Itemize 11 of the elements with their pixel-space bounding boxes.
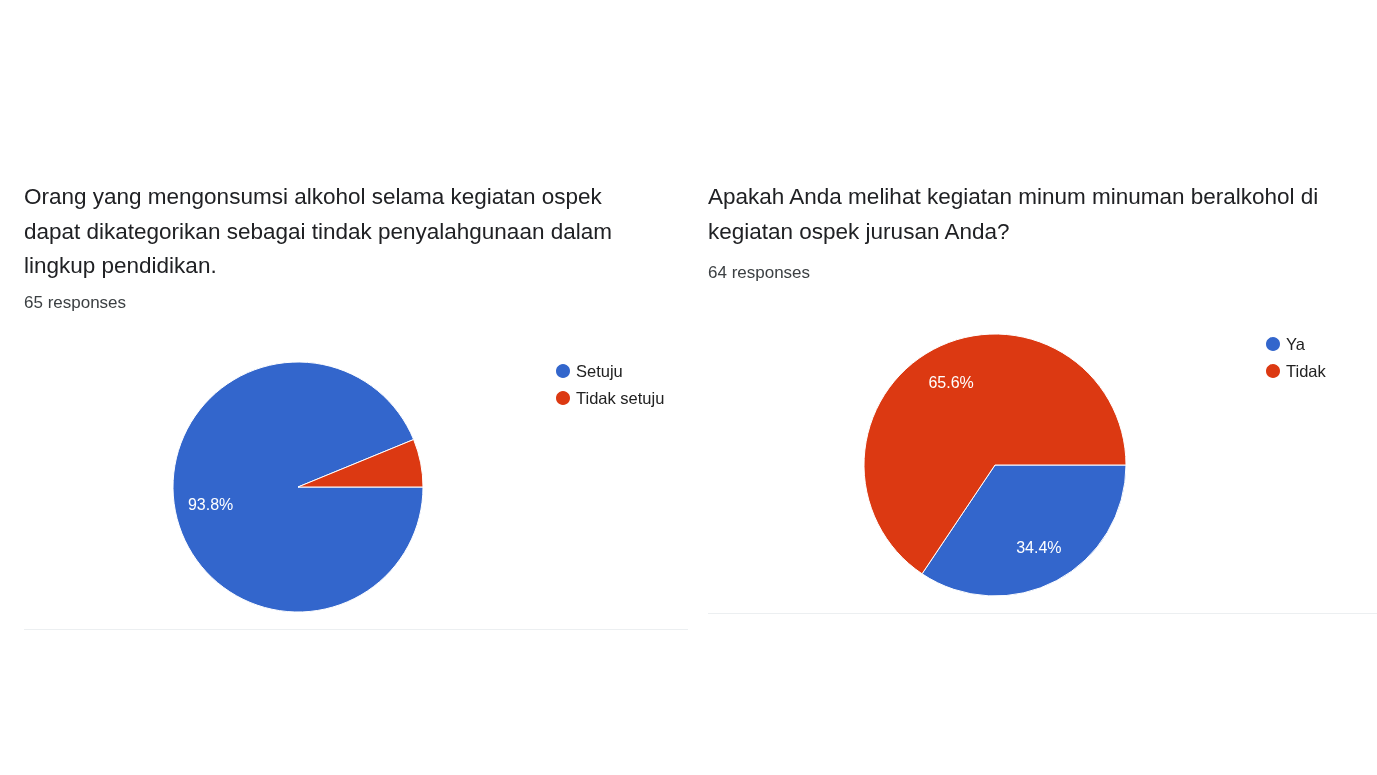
legend-label: Setuju: [576, 362, 623, 380]
legend-label: Tidak setuju: [576, 389, 665, 407]
chart-title: Orang yang mengonsumsi alkohol selama kegiatan ospek dapat dikategorikan sebagai tindak penyalahgunaan dalam lingkup pendidikan.: [24, 183, 613, 280]
data-label: 93.8%: [187, 495, 234, 513]
chart-subtitle: 64 responses: [708, 263, 811, 283]
chart-title: Apakah Anda melihat kegiatan minum minuman beralkohol di kegiatan ospek jurusan Anda?: [708, 183, 1320, 246]
legend-label: Ya: [1286, 335, 1306, 353]
chart-subtitle: 65 responses: [24, 293, 127, 313]
data-label: 34.4%: [1016, 538, 1062, 556]
data-label: 65.6%: [928, 374, 974, 392]
legend-label: Tidak: [1286, 362, 1327, 380]
